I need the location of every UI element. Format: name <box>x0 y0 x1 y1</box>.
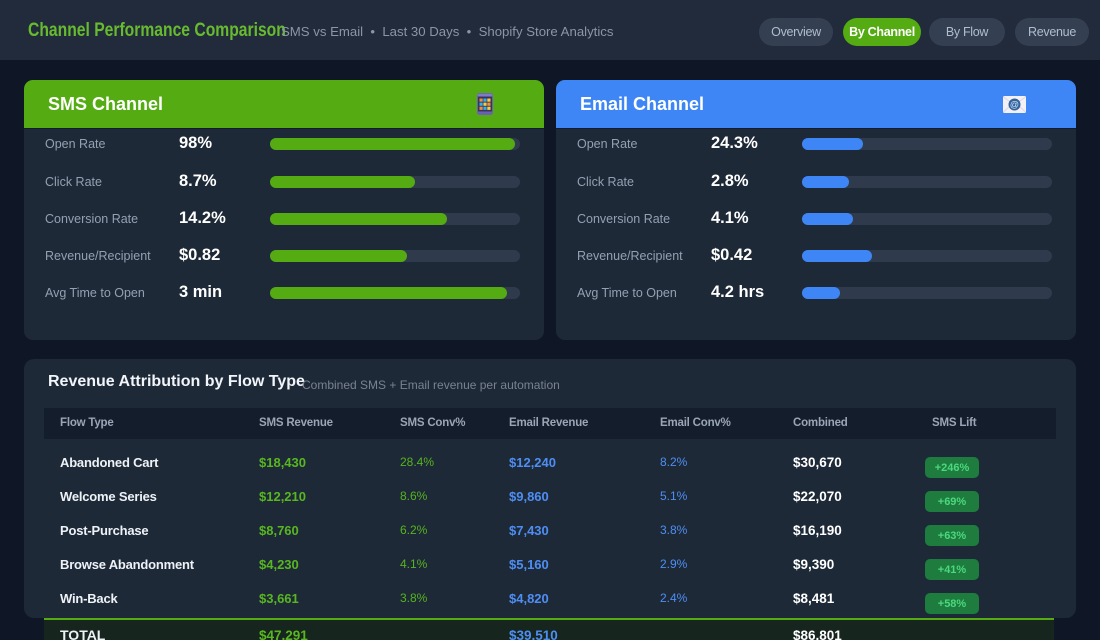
svg-text:@: @ <box>1010 100 1019 110</box>
